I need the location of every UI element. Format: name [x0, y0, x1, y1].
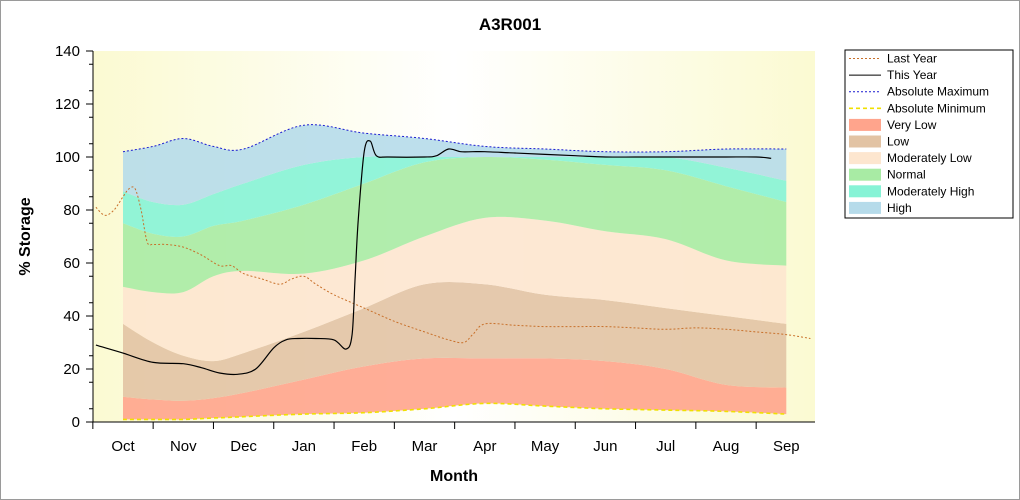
- x-tick-label: May: [531, 438, 560, 455]
- band-moderately-high: [123, 156, 787, 237]
- legend-label-low: Low: [887, 135, 909, 149]
- x-tick-label: Nov: [170, 438, 197, 455]
- storage-bands: [123, 124, 787, 420]
- x-tick-label: Sep: [773, 438, 800, 455]
- series-absolute-maximum: [122, 124, 787, 153]
- series-this-year: [95, 139, 772, 376]
- x-tick-label: Mar: [412, 438, 438, 455]
- x-axis-label: Month: [430, 468, 478, 485]
- legend-swatch-high: [849, 201, 881, 214]
- chart-title: A3R001: [479, 15, 541, 34]
- x-tick-label: Dec: [230, 438, 257, 455]
- y-tick-label: 60: [63, 255, 80, 272]
- legend-label-moderately-low: Moderately Low: [887, 151, 972, 165]
- y-tick-label: 20: [63, 361, 80, 378]
- band-very-low: [123, 357, 787, 420]
- y-tick-label: 120: [55, 96, 80, 113]
- legend-swatch-very-low: [849, 118, 881, 131]
- legend-label-last-year: Last Year: [887, 52, 937, 66]
- legend-swatch-normal: [849, 168, 881, 181]
- axes: 0 20 40 60 80 100 120 140 Oct Nov Dec Jan Feb Mar Apr M…: [55, 43, 815, 455]
- x-tick-label: Oct: [111, 438, 135, 455]
- series-lines: [95, 124, 811, 421]
- y-tick-label: 0: [72, 414, 80, 431]
- legend: Last Year This Year Absolute Maximum Absolu…: [844, 49, 1014, 219]
- legend-swatch-moderately-high: [849, 185, 881, 198]
- band-moderately-low: [123, 216, 787, 362]
- legend-label-moderately-high: Moderately High: [887, 184, 974, 198]
- x-tick-label: Apr: [473, 438, 496, 455]
- legend-label-normal: Normal: [887, 168, 926, 182]
- series-last-year: [95, 186, 811, 344]
- legend-label-absolute-maximum: Absolute Maximum: [887, 85, 989, 99]
- legend-label-very-low: Very Low: [887, 118, 937, 132]
- band-normal: [123, 156, 787, 294]
- legend-label-absolute-minimum: Absolute Minimum: [887, 101, 986, 115]
- x-tick-label: Jul: [656, 438, 675, 455]
- y-tick-label: 100: [55, 149, 80, 166]
- y-tick-label: 40: [63, 308, 80, 325]
- band-high: [123, 124, 787, 206]
- x-tick-label: Aug: [713, 438, 740, 455]
- legend-label-this-year: This Year: [887, 68, 937, 82]
- y-tick-label: 140: [55, 43, 80, 60]
- legend-swatch-low: [849, 135, 881, 148]
- y-axis-label: % Storage: [17, 197, 34, 275]
- legend-swatch-moderately-low: [849, 152, 881, 165]
- y-tick-label: 80: [63, 202, 80, 219]
- x-tick-label: Jan: [292, 438, 316, 455]
- legend-box: [844, 49, 1014, 219]
- x-tick-label: Feb: [351, 438, 377, 455]
- legend-label-high: High: [887, 201, 912, 215]
- x-tick-label: Jun: [593, 438, 617, 455]
